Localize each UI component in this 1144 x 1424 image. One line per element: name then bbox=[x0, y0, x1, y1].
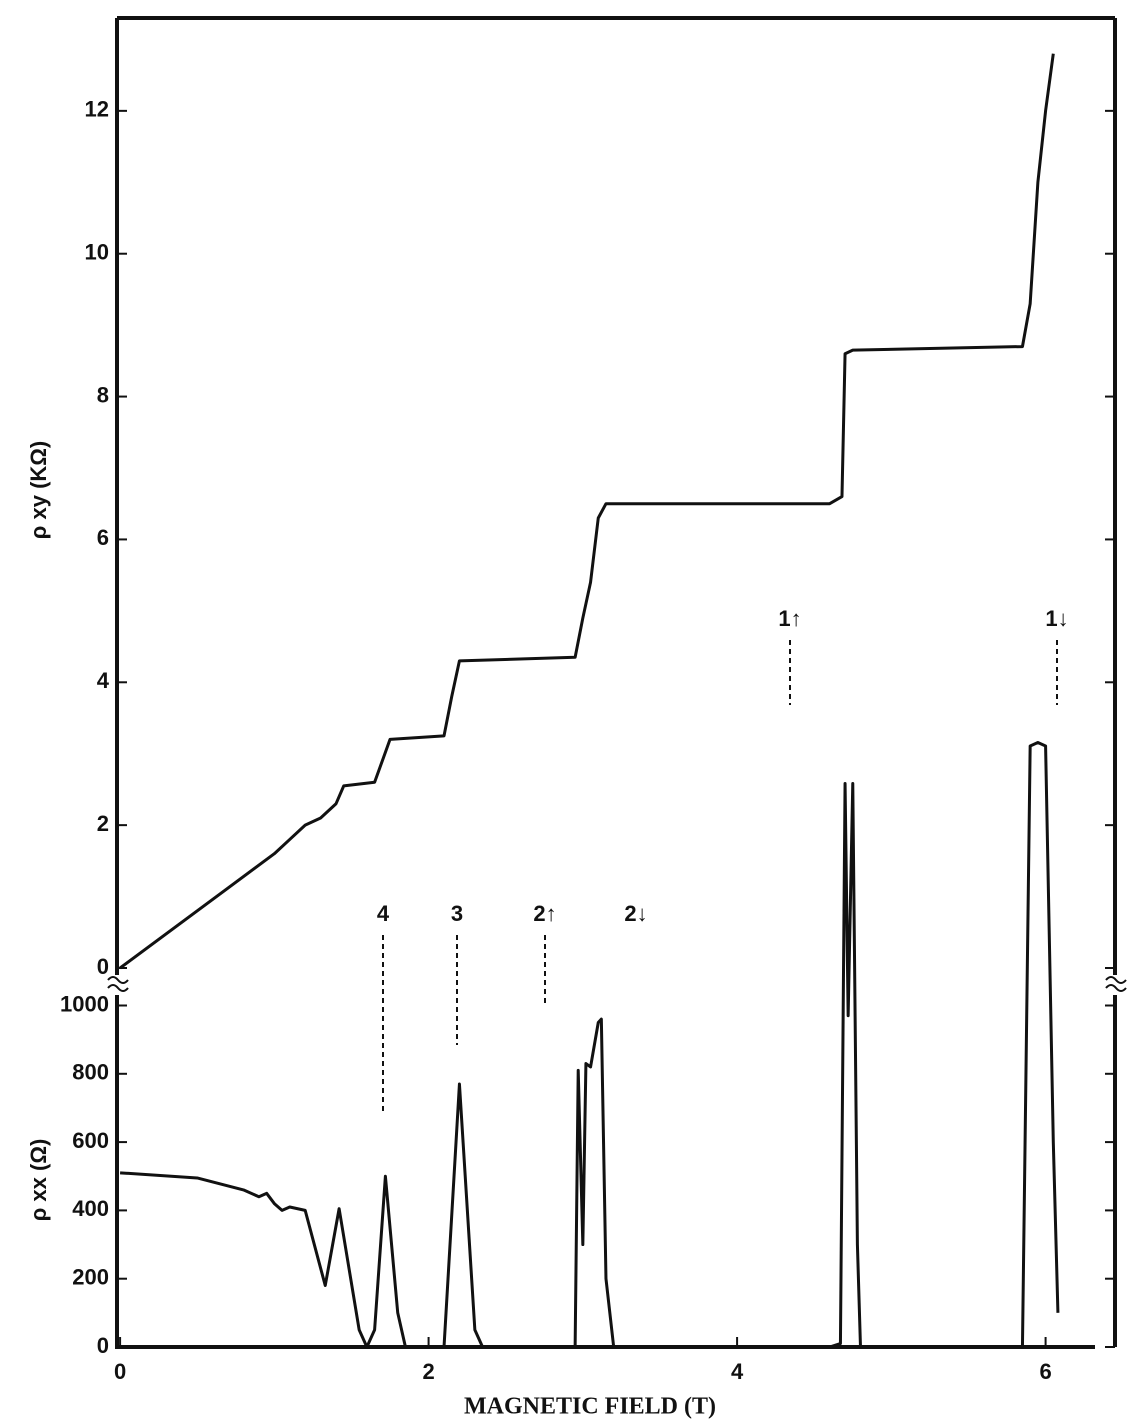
x-tick-label: 4 bbox=[731, 1359, 744, 1384]
annotation: 2↓ bbox=[624, 901, 647, 926]
data-line bbox=[119, 741, 1060, 1349]
y-axis-label: ρ xy (KΩ) bbox=[26, 441, 51, 539]
x-tick-label: 2 bbox=[422, 1359, 434, 1384]
data-line bbox=[119, 53, 1055, 970]
y-tick-label: 4 bbox=[97, 668, 110, 693]
annotation: 3 bbox=[451, 901, 463, 926]
x-tick-label: 6 bbox=[1039, 1359, 1051, 1384]
y-axis-label: ρ xx (Ω) bbox=[26, 1139, 51, 1222]
annotation: 2↑ bbox=[533, 901, 556, 926]
y-tick-label: 400 bbox=[72, 1196, 109, 1221]
y-tick-label: 200 bbox=[72, 1265, 109, 1290]
annotation: 1↓ bbox=[1045, 606, 1068, 631]
x-tick-label: 0 bbox=[114, 1359, 126, 1384]
frame bbox=[115, 16, 1117, 1349]
y-tick-label: 1000 bbox=[60, 991, 109, 1016]
y-tick-label: 0 bbox=[97, 1333, 109, 1358]
y-tick-label: 600 bbox=[72, 1128, 109, 1153]
y-tick-label: 2 bbox=[97, 811, 109, 836]
annotation: 4 bbox=[377, 901, 390, 926]
y-tick-label: 12 bbox=[85, 97, 109, 122]
y-tick-label: 10 bbox=[85, 240, 109, 265]
annotation: 1↑ bbox=[778, 606, 801, 631]
x-axis-label: MAGNETIC FIELD (T) bbox=[464, 1394, 716, 1420]
y-tick-label: 6 bbox=[97, 525, 109, 550]
y-tick-label: 8 bbox=[97, 382, 109, 407]
axis-break bbox=[107, 976, 1127, 992]
y-tick-label: 0 bbox=[97, 954, 109, 979]
y-tick-label: 800 bbox=[72, 1060, 109, 1085]
